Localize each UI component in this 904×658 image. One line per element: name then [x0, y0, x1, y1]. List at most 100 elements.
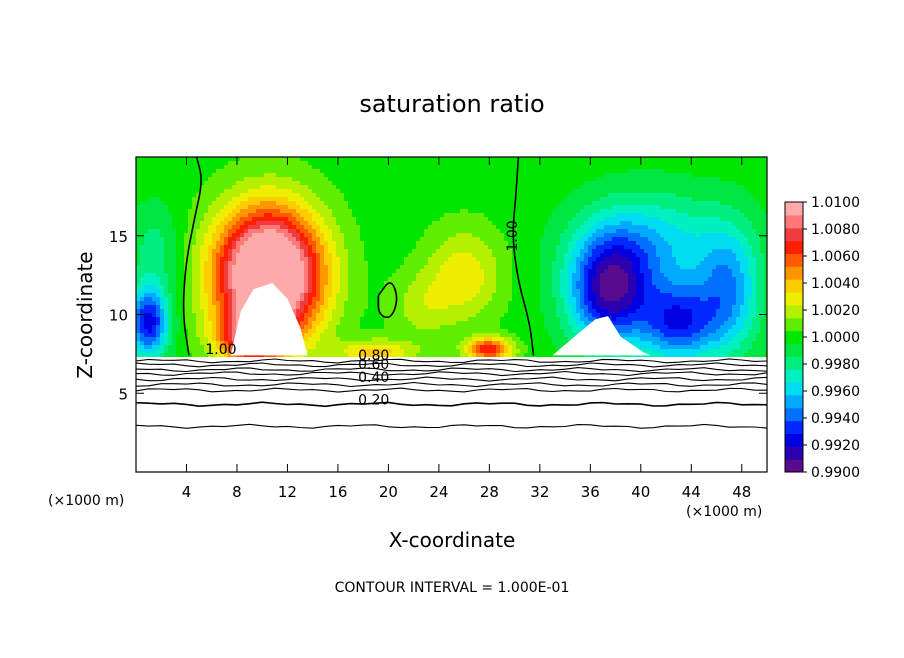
field-cell [456, 169, 461, 174]
field-cell [756, 185, 761, 190]
field-cell [252, 261, 257, 266]
field-cell [320, 213, 325, 218]
field-cell [524, 241, 529, 246]
field-cell [592, 201, 597, 206]
field-cell [232, 249, 237, 254]
field-cell [704, 257, 709, 262]
field-cell [248, 241, 253, 246]
field-cell [592, 261, 597, 266]
field-cell [452, 253, 457, 258]
field-cell [368, 241, 373, 246]
field-cell [296, 225, 301, 230]
field-cell [480, 281, 485, 286]
field-cell [372, 185, 377, 190]
field-cell [292, 281, 297, 286]
field-cell [604, 161, 609, 166]
field-cell [524, 185, 529, 190]
field-cell [444, 225, 449, 230]
field-cell [368, 233, 373, 238]
field-cell [380, 165, 385, 170]
field-cell [320, 241, 325, 246]
field-cell [540, 169, 545, 174]
field-cell [756, 257, 761, 262]
field-cell [200, 269, 205, 274]
field-cell [628, 217, 633, 222]
field-cell [472, 173, 477, 178]
field-cell [400, 165, 405, 170]
field-cell [164, 265, 169, 270]
field-cell [212, 177, 217, 182]
field-cell [392, 261, 397, 266]
field-cell [236, 261, 241, 266]
field-cell [348, 237, 353, 242]
field-cell [412, 181, 417, 186]
field-cell [288, 161, 293, 166]
field-cell [484, 277, 489, 282]
field-cell [388, 265, 393, 270]
field-cell [324, 269, 329, 274]
field-cell [720, 209, 725, 214]
field-cell [248, 177, 253, 182]
field-cell [588, 197, 593, 202]
field-cell [148, 185, 153, 190]
field-cell [528, 265, 533, 270]
field-cell [536, 189, 541, 194]
field-cell [236, 181, 241, 186]
field-cell [584, 269, 589, 274]
field-cell [376, 265, 381, 270]
field-cell [476, 269, 481, 274]
field-cell [384, 169, 389, 174]
field-cell [244, 173, 249, 178]
field-cell [468, 201, 473, 206]
field-cell [220, 205, 225, 210]
field-cell [716, 241, 721, 246]
field-cell [664, 209, 669, 214]
field-cell [708, 177, 713, 182]
field-cell [676, 249, 681, 254]
field-cell [544, 173, 549, 178]
field-cell [608, 253, 613, 258]
field-cell [748, 241, 753, 246]
field-cell [312, 245, 317, 250]
field-cell [668, 233, 673, 238]
field-cell [524, 173, 529, 178]
field-cell [336, 181, 341, 186]
field-cell [568, 233, 573, 238]
field-cell [760, 185, 765, 190]
field-cell [496, 281, 501, 286]
field-cell [272, 277, 277, 282]
field-cell [300, 173, 305, 178]
field-cell [628, 253, 633, 258]
field-cell [588, 269, 593, 274]
field-cell [228, 161, 233, 166]
field-cell [172, 165, 177, 170]
field-cell [476, 193, 481, 198]
field-cell [252, 233, 257, 238]
field-cell [340, 221, 345, 226]
field-cell [324, 249, 329, 254]
field-cell [404, 165, 409, 170]
field-cell [504, 253, 509, 258]
field-cell [420, 273, 425, 278]
field-cell [156, 185, 161, 190]
field-cell [352, 265, 357, 270]
field-cell [256, 169, 261, 174]
field-cell [224, 197, 229, 202]
field-cell [228, 233, 233, 238]
field-cell [640, 169, 645, 174]
field-cell [144, 185, 149, 190]
field-cell [208, 221, 213, 226]
field-cell [660, 189, 665, 194]
field-cell [200, 233, 205, 238]
field-cell [496, 253, 501, 258]
field-cell [276, 209, 281, 214]
field-cell [740, 185, 745, 190]
field-cell [484, 209, 489, 214]
field-cell [712, 209, 717, 214]
field-cell [180, 269, 185, 274]
field-cell [612, 221, 617, 226]
field-cell [484, 205, 489, 210]
field-cell [596, 249, 601, 254]
field-cell [244, 249, 249, 254]
field-cell [144, 197, 149, 202]
